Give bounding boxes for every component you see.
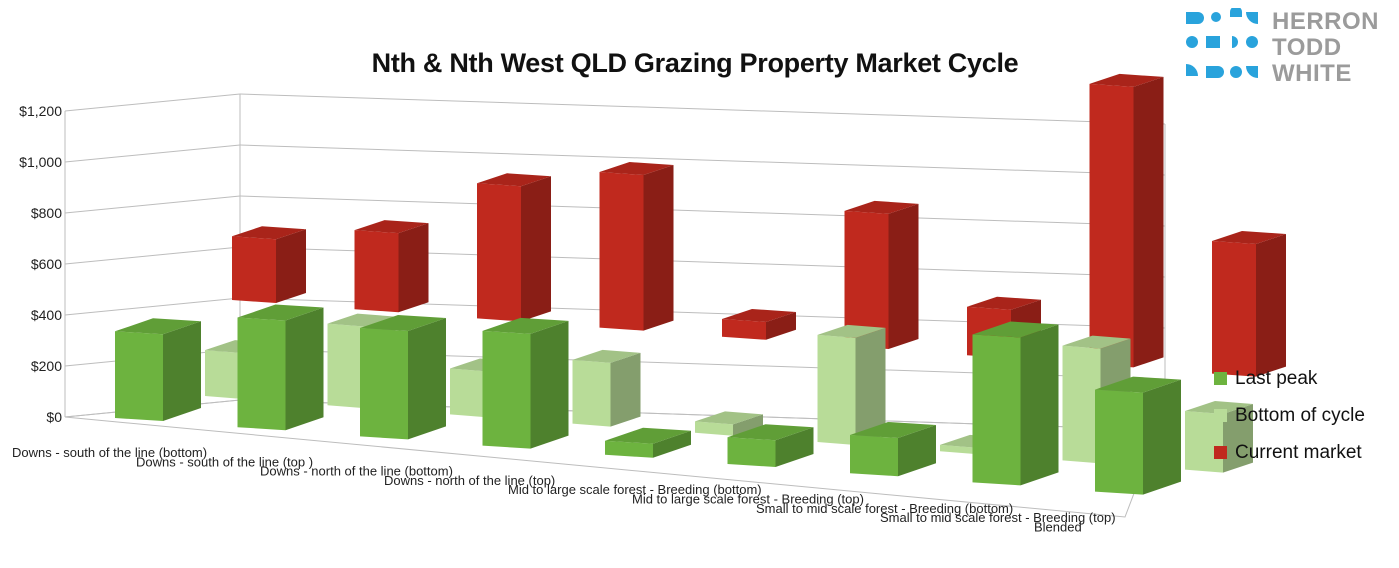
y-tick-label: $1,000 (19, 154, 62, 170)
legend-label-last-peak: Last peak (1235, 367, 1318, 389)
legend: Last peak Bottom of cycle Current market (1214, 360, 1365, 471)
bar-bottom-of-cycle (572, 349, 641, 427)
bar-current-market (477, 173, 551, 322)
bar-last-peak (1095, 376, 1181, 495)
bar-current-market (1089, 73, 1164, 368)
gridline-side (64, 195, 241, 214)
gridline-side (64, 144, 241, 163)
bar-current-market (599, 162, 674, 331)
legend-swatch-last-peak (1214, 372, 1227, 385)
x-category-label: Small to mid scale forest - Breeding (to… (880, 510, 1116, 525)
brand-logo: HERRON TODD WHITE (1184, 6, 1384, 90)
x-category-label: Blended (1034, 519, 1082, 534)
legend-label-current-market: Current market (1235, 441, 1362, 463)
bar-current-market (722, 308, 796, 340)
gridline-side (64, 93, 241, 112)
bar-bottom-of-cycle (1185, 400, 1253, 473)
gridline-side (64, 246, 241, 265)
gridline-back (239, 93, 1166, 125)
y-tick-label: $600 (31, 256, 62, 272)
y-axis-tick-labels: $0 $200 $400 $600 $800 $1,000 $1,200 (19, 103, 62, 425)
bars-layer (115, 73, 1286, 495)
x-category-label: Small to mid scale forest - Breeding (bo… (756, 501, 1013, 516)
x-category-label: Downs - south of the line (top ) (136, 454, 313, 469)
bar-last-peak (850, 421, 936, 477)
bar-last-peak (360, 315, 446, 440)
gridline-side (64, 297, 241, 316)
gridline-back (239, 144, 1166, 176)
legend-label-bottom-of-cycle: Bottom of cycle (1235, 404, 1365, 426)
y-tick-label: $400 (31, 307, 62, 323)
bar-current-market (354, 220, 429, 313)
brand-word-1: HERRON (1272, 8, 1380, 35)
brand-word-3: WHITE (1272, 60, 1352, 87)
y-tick-label: $800 (31, 205, 62, 221)
bar-last-peak (605, 427, 691, 458)
legend-item-bottom-of-cycle: Bottom of cycle (1214, 397, 1365, 434)
bar-current-market (844, 200, 919, 349)
gridline-back (239, 195, 1166, 227)
x-category-label: Mid to large scale forest - Breeding (to… (632, 492, 864, 507)
x-category-label: Downs - north of the line (bottom) (260, 464, 453, 479)
bar-current-market (232, 226, 306, 303)
legend-swatch-current-market (1214, 446, 1227, 459)
y-tick-label: $1,200 (19, 103, 62, 119)
brand-dots-icon (1186, 8, 1258, 78)
bar-bottom-of-cycle (817, 324, 886, 445)
legend-item-current-market: Current market (1214, 434, 1365, 471)
x-category-label: Mid to large scale forest - Breeding (bo… (508, 482, 762, 497)
bar-last-peak (727, 424, 814, 467)
x-category-label: Downs - south of the line (bottom) (12, 445, 207, 460)
x-axis-category-labels: Downs - south of the line (bottom)Downs … (12, 445, 1116, 534)
y-tick-label: $0 (46, 409, 62, 425)
bar-current-market (1212, 231, 1286, 377)
brand-word-2: TODD (1272, 34, 1342, 61)
chart-title: Nth & Nth West QLD Grazing Property Mark… (371, 48, 1019, 78)
bar-last-peak (482, 317, 569, 449)
bar-last-peak (237, 304, 324, 431)
x-category-label: Downs - north of the line (top) (384, 473, 555, 488)
legend-item-last-peak: Last peak (1214, 360, 1365, 397)
bar-last-peak (115, 318, 201, 421)
bar-bottom-of-cycle (695, 411, 763, 436)
legend-swatch-bottom-of-cycle (1214, 409, 1227, 422)
bar-last-peak (972, 321, 1059, 486)
y-tick-label: $200 (31, 358, 62, 374)
